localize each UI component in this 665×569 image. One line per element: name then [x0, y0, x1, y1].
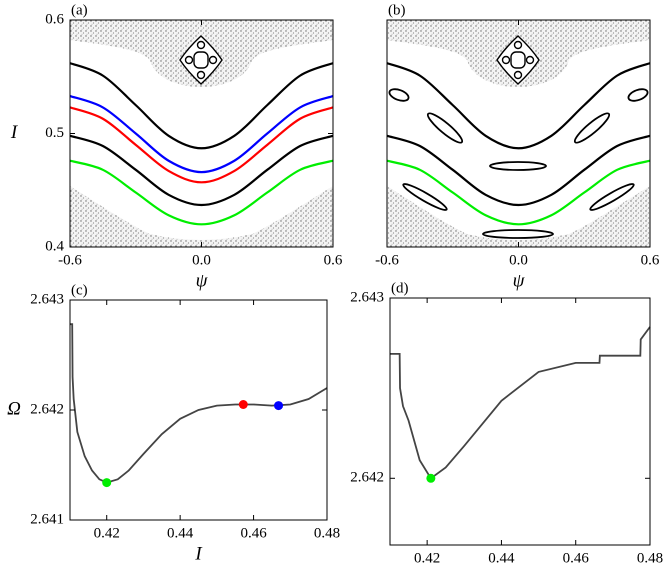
curve — [69, 159, 334, 226]
island-chain-b — [388, 88, 649, 239]
x-tick-label: 0.46 — [563, 550, 590, 566]
curve — [69, 106, 334, 184]
curve — [70, 323, 328, 484]
x-axis-label: ψ — [513, 270, 526, 291]
x-tick-label: 0.46 — [240, 525, 267, 541]
panel-label: (c) — [71, 282, 88, 298]
x-axis-label: ψ — [196, 270, 209, 291]
y-tick-label: 0.5 — [45, 125, 64, 141]
y-tick-label: 0.4 — [45, 238, 64, 254]
x-tick-label: 0.6 — [641, 252, 660, 268]
resonance-island-a — [179, 35, 223, 85]
panel-label: (d) — [391, 280, 409, 296]
curve — [69, 62, 334, 150]
y-axis-label: I — [10, 122, 19, 143]
y-tick-label: 2.642 — [30, 401, 64, 417]
y-axis-label: Ω — [7, 398, 21, 419]
marker — [238, 400, 248, 409]
marker — [426, 473, 436, 483]
panel-label: (a) — [71, 2, 88, 18]
panel-label: (b) — [388, 2, 406, 18]
y-tick-label: 0.6 — [45, 11, 64, 27]
x-axis-label: I — [194, 543, 203, 564]
y-tick-label: 2.642 — [350, 470, 384, 486]
x-tick-label: 0.42 — [94, 525, 120, 541]
x-tick-label: 0.0 — [509, 252, 528, 268]
curve — [386, 134, 651, 207]
curve — [69, 134, 334, 207]
curve — [69, 94, 334, 174]
x-tick-label: 0.48 — [314, 525, 340, 541]
y-tick-label: 2.641 — [30, 511, 64, 527]
x-tick-label: 0.6 — [324, 252, 343, 268]
x-tick-label: -0.6 — [375, 252, 399, 268]
x-tick-label: 0.0 — [192, 252, 211, 268]
marker — [102, 478, 112, 488]
marker — [274, 401, 284, 411]
x-tick-label: 0.42 — [414, 550, 440, 566]
y-tick-label: 2.643 — [350, 289, 384, 305]
resonance-island-b — [496, 35, 540, 85]
curve — [390, 326, 651, 480]
x-tick-label: 0.48 — [637, 550, 663, 566]
x-tick-label: -0.6 — [58, 252, 82, 268]
x-tick-label: 0.44 — [488, 550, 515, 566]
curve — [386, 159, 651, 226]
y-tick-label: 2.643 — [30, 291, 64, 307]
x-tick-label: 0.44 — [167, 525, 194, 541]
curve — [386, 62, 651, 150]
plot-frame — [389, 297, 651, 546]
